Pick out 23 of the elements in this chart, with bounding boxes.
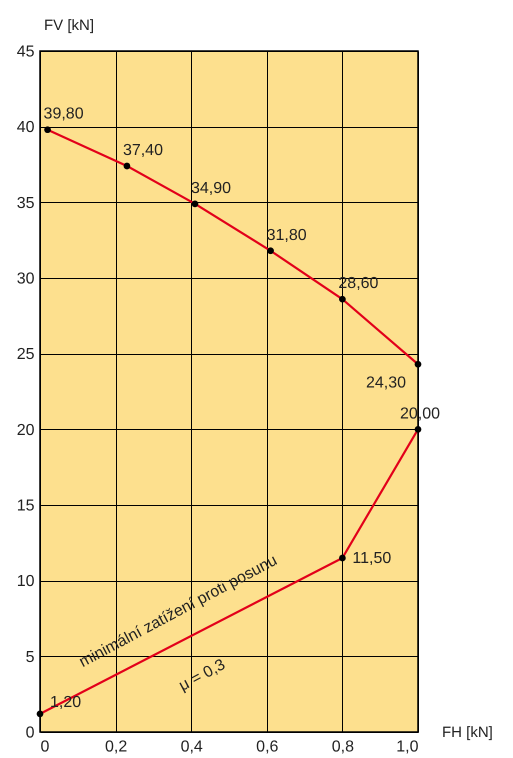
y-tick-label: 0 [26,724,35,742]
y-tick-label: 30 [16,270,35,288]
x-tick-label: 0,6 [256,738,279,756]
data-label: 37,40 [122,142,164,160]
data-label: 11,50 [352,550,392,567]
x-tick-label: 0 [40,738,50,756]
y-tick-label: 25 [16,346,35,364]
y-tick-label: 5 [26,648,35,666]
y-tick-label: 35 [16,194,35,212]
y-tick-label: 10 [16,573,35,590]
y-tick-label: 15 [16,498,35,514]
y-axis-title: FV [kN] [44,17,94,34]
x-tick-label: 0,8 [332,738,354,756]
x-tick-label: 0,2 [104,738,128,756]
data-label: 39,80 [44,106,84,123]
y-tick-label: 45 [16,44,35,60]
annotation: μ = 0,3 [176,656,228,695]
data-label: 24,30 [366,374,406,392]
y-tick-label: 40 [16,119,35,136]
x-tick-label: 1,0 [396,738,419,756]
x-tick-label: 0,4 [180,738,203,756]
y-tick-label: 20 [16,422,35,439]
x-axis-title: FH [kN] [442,724,493,741]
